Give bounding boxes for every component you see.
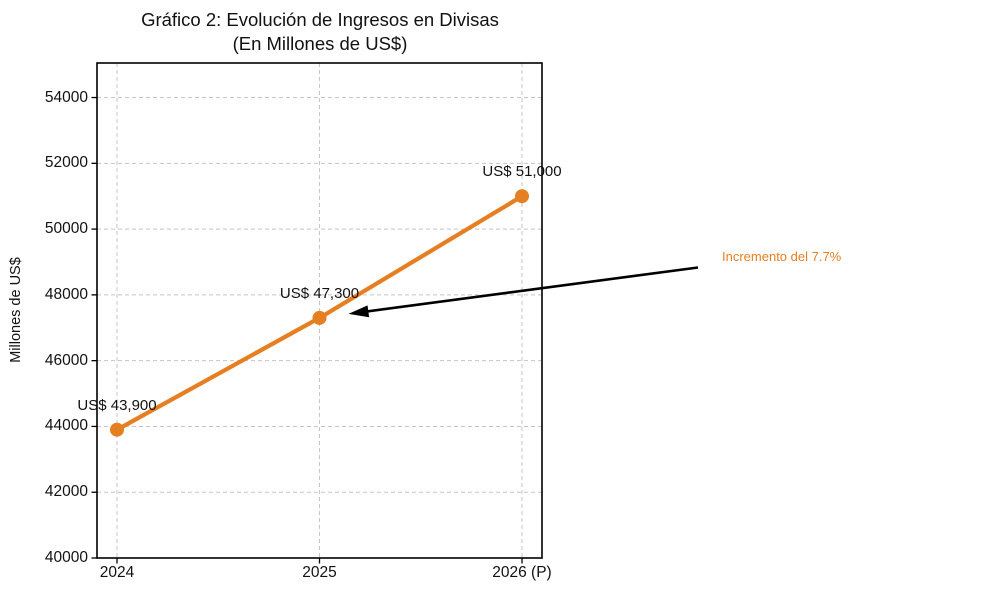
x-tick-label: 2025 [302, 564, 337, 581]
x-tick-label: 2024 [99, 564, 135, 581]
y-tick-label: 50000 [44, 220, 88, 238]
y-tick-label: 42000 [44, 483, 88, 501]
data-point [312, 310, 327, 325]
annotation-text: Incremento del 7.7% [722, 249, 842, 264]
chart-title-line2: (En Millones de US$) [232, 33, 408, 55]
data-point-label: US$ 51,000 [482, 163, 562, 181]
y-tick-label: 44000 [44, 417, 88, 435]
y-tick-label: 52000 [44, 154, 88, 172]
chart-title-line1: Gráfico 2: Evolución de Ingresos en Divi… [141, 9, 499, 30]
x-tick-label: 2026 (P) [492, 564, 552, 581]
y-tick-label: 46000 [44, 351, 88, 369]
data-point-label: US$ 43,900 [77, 396, 157, 414]
data-point [515, 189, 529, 204]
y-tick-label: 54000 [44, 88, 88, 106]
data-point [110, 422, 124, 437]
annotation-arrow-head [348, 305, 370, 318]
y-tick-label: 40000 [44, 549, 88, 566]
annotation-arrow-line [364, 266, 699, 314]
y-tick-label: 48000 [44, 285, 88, 303]
data-point-label: US$ 47,300 [279, 284, 360, 302]
chart-title: Gráfico 2: Evolución de Ingresos en Divi… [97, 8, 543, 56]
